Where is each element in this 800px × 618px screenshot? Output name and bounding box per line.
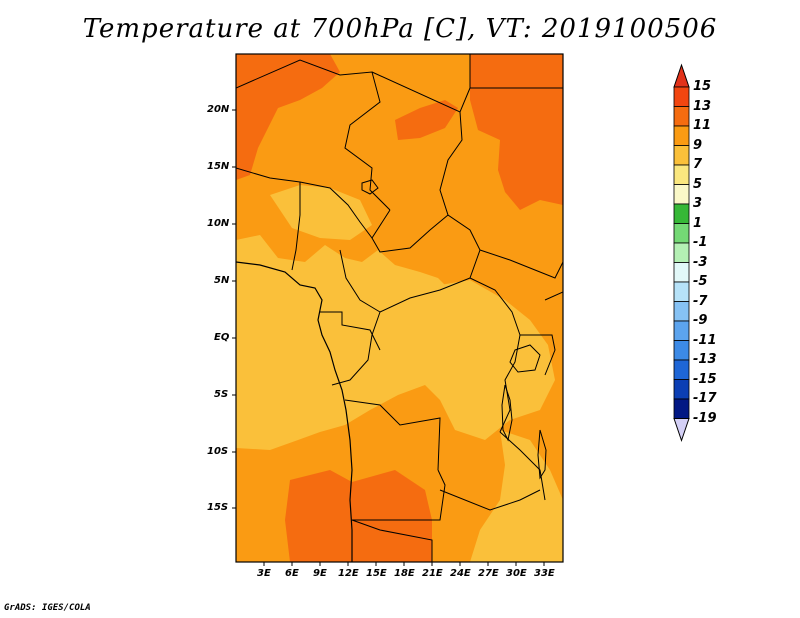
border-sudan-south bbox=[479, 249, 563, 279]
border-angola-north bbox=[344, 399, 441, 471]
border-drc-east bbox=[469, 277, 521, 433]
map-frame bbox=[235, 53, 564, 563]
colorbar-box-16 bbox=[673, 379, 690, 400]
colorbar-label: -17 bbox=[693, 391, 717, 406]
lon-label-21e: 21E bbox=[422, 568, 443, 579]
border-uganda-kenya bbox=[520, 334, 556, 376]
lon-label-15e: 15E bbox=[366, 568, 387, 579]
colorbar-box-1 bbox=[673, 86, 690, 107]
colorbar-label: -9 bbox=[693, 313, 708, 328]
lake-tanganyika bbox=[501, 384, 513, 442]
field-11-13-nile bbox=[470, 54, 563, 210]
field-11-13-south bbox=[285, 470, 432, 562]
lon-label-9e: 9E bbox=[313, 568, 327, 579]
lat-label-10n: 10N bbox=[207, 218, 230, 229]
colorbar-label: 7 bbox=[693, 157, 703, 172]
border-kenya-north bbox=[544, 291, 563, 301]
colorbar-box-4 bbox=[673, 145, 690, 166]
map-fields bbox=[236, 54, 563, 562]
country-borders bbox=[236, 54, 563, 562]
lat-label-5n: 5N bbox=[214, 275, 230, 286]
colorbar-box-3 bbox=[673, 125, 690, 146]
border-nigeria bbox=[236, 167, 373, 239]
colorbar-label: -3 bbox=[693, 254, 708, 270]
border-chad-sudan bbox=[439, 111, 481, 279]
colorbar-label: -11 bbox=[693, 332, 717, 348]
border-nigeria-cameroon bbox=[291, 182, 301, 271]
lake-victoria bbox=[509, 344, 541, 373]
colorbar-label: -19 bbox=[693, 410, 717, 426]
colorbar-box-12 bbox=[673, 301, 690, 322]
lat-label-20n: 20N bbox=[207, 104, 230, 115]
colorbar-label: 1 bbox=[693, 215, 703, 231]
colorbar-box-2 bbox=[673, 106, 690, 127]
lon-label-18e: 18E bbox=[394, 568, 415, 579]
axis-ticks bbox=[232, 109, 545, 566]
colorbar-label: 13 bbox=[693, 98, 712, 114]
lat-label-5s: 5S bbox=[214, 389, 229, 400]
border-zambia-mozambique bbox=[499, 431, 546, 501]
colorbar-box-7 bbox=[673, 203, 690, 224]
colorbar-box-11 bbox=[673, 281, 690, 302]
border-chad-car bbox=[371, 209, 449, 253]
lon-label-3e: 3E bbox=[257, 568, 271, 579]
lake-malawi bbox=[537, 429, 547, 480]
colorbar-box-14 bbox=[673, 340, 690, 361]
border-angola-zambia bbox=[352, 469, 446, 521]
lon-label-30e: 30E bbox=[506, 568, 527, 579]
colorbar-bottom-arrow bbox=[673, 418, 690, 443]
field-7-9-sahel bbox=[270, 185, 372, 240]
lat-label-eq: EQ bbox=[214, 332, 230, 343]
border-north bbox=[236, 59, 391, 211]
colorbar-box-10 bbox=[673, 262, 690, 283]
colorbar-label: 11 bbox=[693, 118, 712, 133]
border-gabon bbox=[320, 311, 381, 351]
colorbar-label: 5 bbox=[693, 176, 703, 192]
coastline bbox=[236, 261, 353, 562]
border-car-congo bbox=[379, 277, 471, 313]
colorbar-box-13 bbox=[673, 320, 690, 341]
colorbar-box-9 bbox=[673, 242, 690, 263]
colorbar-label: -1 bbox=[693, 235, 708, 250]
colorbar-label: 9 bbox=[693, 137, 703, 153]
lon-label-6e: 6E bbox=[285, 568, 299, 579]
colorbar-box-15 bbox=[673, 359, 690, 380]
lon-label-33e: 33E bbox=[534, 568, 555, 579]
border-cameroon-car bbox=[339, 249, 381, 313]
lon-label-12e: 12E bbox=[338, 568, 359, 579]
border-congo-drc bbox=[331, 311, 381, 386]
border-angola-namibia bbox=[351, 519, 433, 562]
colorbar-label: 15 bbox=[693, 79, 712, 94]
field-11-13-northwest bbox=[236, 54, 340, 180]
colorbar-label: -15 bbox=[693, 371, 717, 387]
colorbar-box-17 bbox=[673, 398, 690, 419]
colorbar-label: -7 bbox=[693, 293, 708, 309]
chart-title: Temperature at 700hPa [C], VT: 201910050… bbox=[82, 14, 718, 44]
field-7-9-central bbox=[405, 280, 555, 440]
colorbar-box-6 bbox=[673, 184, 690, 205]
grads-credit: GrADS: IGES/COLA bbox=[4, 603, 91, 613]
field-11-13-libya bbox=[395, 100, 458, 140]
lat-label-15n: 15N bbox=[207, 161, 230, 172]
lat-label-10s: 10S bbox=[207, 446, 229, 457]
lon-label-27e: 27E bbox=[478, 568, 499, 579]
field-7-9-east bbox=[470, 430, 563, 562]
colorbar-top-arrow bbox=[673, 63, 690, 88]
field-7-9-gulf bbox=[236, 235, 458, 450]
colorbar-label: -5 bbox=[693, 274, 708, 289]
colorbar-box-8 bbox=[673, 223, 690, 244]
colorbar-label: 3 bbox=[693, 196, 703, 211]
lon-label-24e: 24E bbox=[450, 568, 471, 579]
border-zambia bbox=[439, 489, 541, 511]
lat-label-15s: 15S bbox=[207, 502, 229, 513]
colorbar bbox=[673, 63, 690, 443]
lakes bbox=[361, 179, 547, 480]
colorbar-label: -13 bbox=[693, 352, 717, 367]
lake-chad bbox=[361, 179, 379, 195]
colorbar-box-5 bbox=[673, 164, 690, 185]
